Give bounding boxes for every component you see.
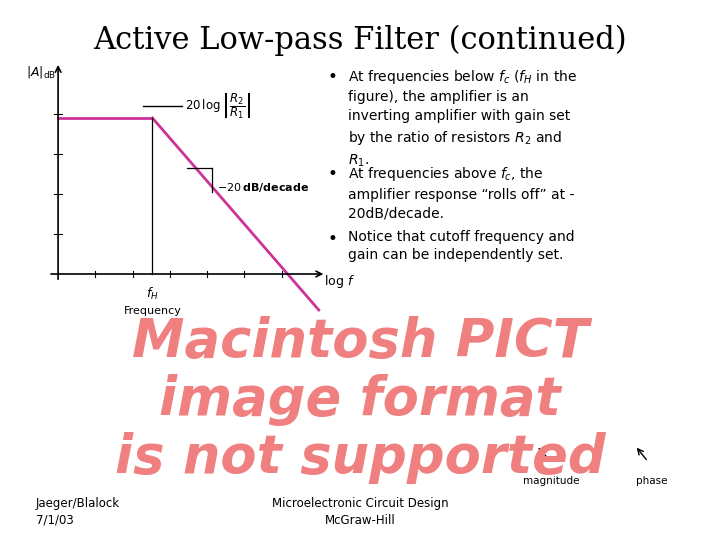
Text: •: • [328, 165, 338, 183]
Text: magnitude: magnitude [523, 476, 579, 487]
Text: $20\,\log\left|\dfrac{R_2}{R_1}\right|$: $20\,\log\left|\dfrac{R_2}{R_1}\right|$ [185, 91, 251, 121]
Text: Macintosh PICT
image format
is not supported: Macintosh PICT image format is not suppo… [114, 316, 606, 484]
Text: $|A|_\mathrm{dB}$: $|A|_\mathrm{dB}$ [26, 64, 55, 80]
Text: Microelectronic Circuit Design
McGraw-Hill: Microelectronic Circuit Design McGraw-Hi… [271, 496, 449, 526]
Text: At frequencies below $f_c$ ($f_H$ in the
figure), the amplifier is an
inverting : At frequencies below $f_c$ ($f_H$ in the… [348, 68, 577, 169]
Text: •: • [328, 230, 338, 247]
Text: •: • [328, 68, 338, 85]
Text: At frequencies above $f_c$, the
amplifier response “rolls off” at -
20dB/decade.: At frequencies above $f_c$, the amplifie… [348, 165, 574, 221]
Text: $\log\,f$: $\log\,f$ [324, 273, 355, 291]
Text: Jaeger/Blalock
7/1/03: Jaeger/Blalock 7/1/03 [36, 496, 120, 526]
Text: Notice that cutoff frequency and
gain can be independently set.: Notice that cutoff frequency and gain ca… [348, 230, 575, 262]
Text: $-20\,\mathbf{dB/decade}$: $-20\,\mathbf{dB/decade}$ [217, 181, 310, 194]
Text: Frequency: Frequency [124, 306, 181, 316]
Text: phase: phase [636, 476, 667, 487]
Text: $f_H$: $f_H$ [146, 286, 159, 302]
Text: Active Low-pass Filter (continued): Active Low-pass Filter (continued) [93, 24, 627, 56]
